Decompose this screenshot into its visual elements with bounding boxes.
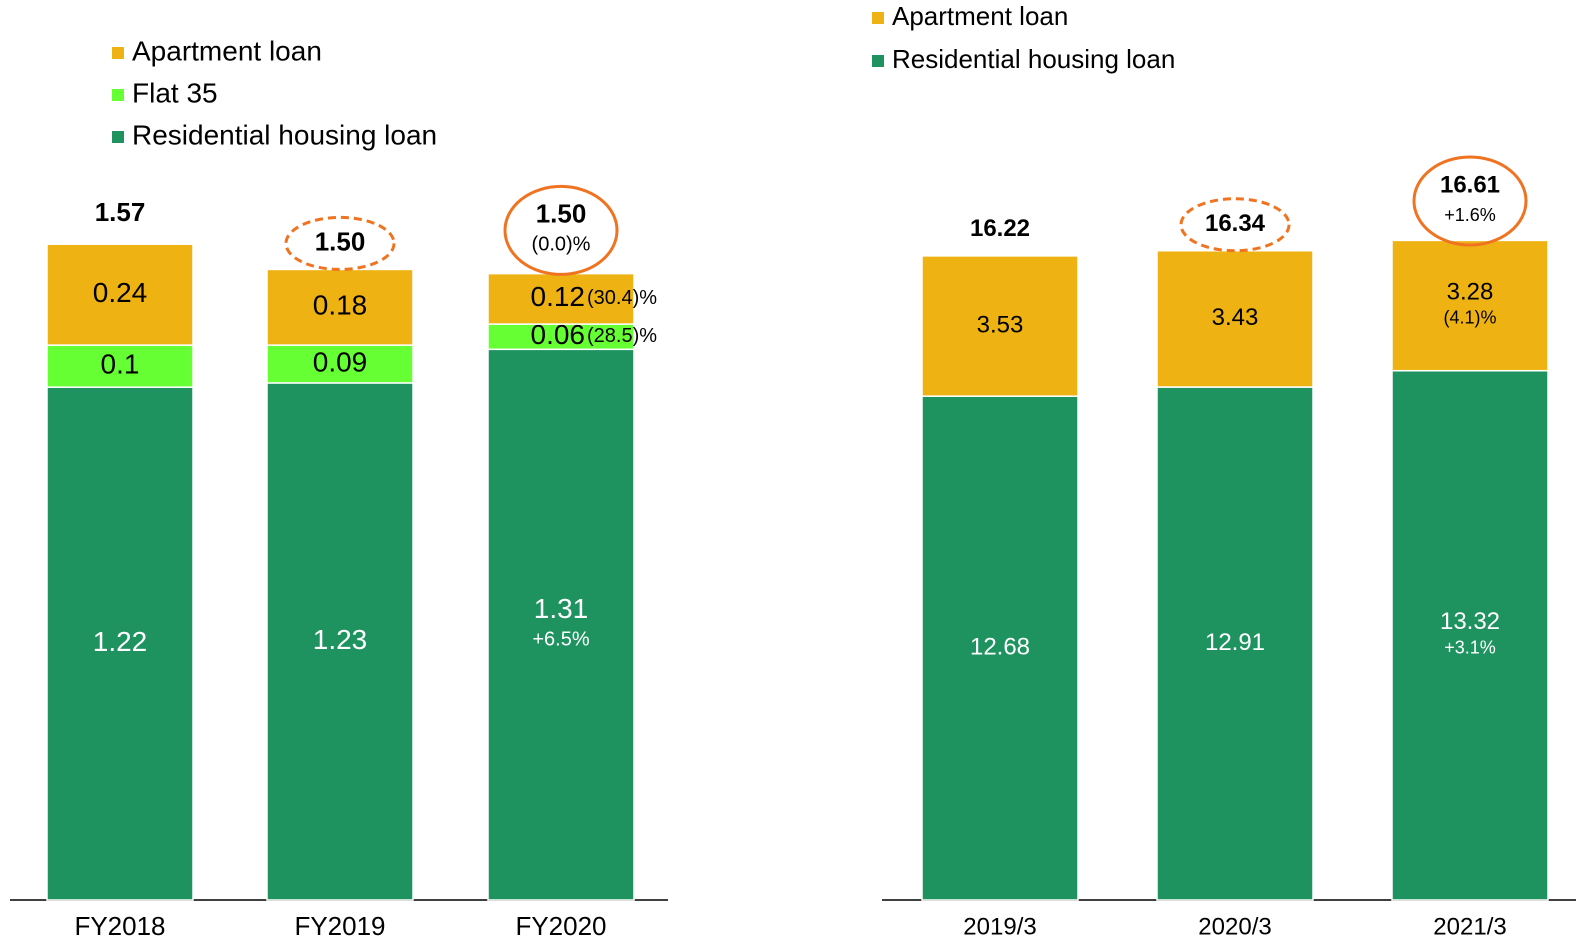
value-label: 3.53 bbox=[977, 311, 1024, 338]
bar-segment bbox=[921, 255, 1079, 397]
total-label: 1.50 bbox=[536, 198, 587, 228]
bar-segment bbox=[487, 272, 635, 325]
legend-marker bbox=[872, 55, 884, 67]
bar-segment bbox=[1391, 369, 1549, 901]
value-label: 0.18 bbox=[313, 290, 368, 321]
bar-segment bbox=[46, 243, 194, 346]
bar-segment bbox=[266, 268, 414, 346]
value-label: 1.23 bbox=[313, 624, 368, 655]
legend-label: Apartment loan bbox=[892, 1, 1068, 31]
legend-label: Residential housing loan bbox=[132, 119, 437, 150]
bar-segment bbox=[1156, 249, 1314, 388]
total-note: (0.0)% bbox=[532, 234, 591, 256]
x-tick-label: 2021/3 bbox=[1433, 913, 1506, 940]
bar-segment bbox=[266, 344, 414, 384]
highlight-circle bbox=[1412, 155, 1528, 247]
bar-segment bbox=[487, 323, 635, 351]
value-note: (4.1)% bbox=[1443, 308, 1496, 328]
legend-label: Flat 35 bbox=[132, 77, 218, 108]
legend-marker bbox=[112, 89, 124, 101]
highlight-circle bbox=[284, 215, 396, 271]
x-tick-label: FY2018 bbox=[74, 911, 165, 941]
legend-marker bbox=[112, 131, 124, 143]
value-label: 0.24 bbox=[93, 277, 148, 308]
value-note: +6.5% bbox=[532, 628, 589, 650]
highlight-circle bbox=[1179, 197, 1291, 253]
legend-marker bbox=[112, 47, 124, 59]
value-label: 13.32 bbox=[1440, 608, 1500, 635]
value-label: 0.12 bbox=[531, 281, 586, 312]
value-note: (30.4)% bbox=[587, 287, 657, 309]
x-tick-label: 2019/3 bbox=[963, 913, 1036, 940]
bar-segment bbox=[487, 348, 635, 901]
x-tick-label: FY2020 bbox=[515, 911, 606, 941]
value-label: 3.28 bbox=[1447, 278, 1494, 305]
value-label: 12.91 bbox=[1205, 629, 1265, 656]
total-label: 16.61 bbox=[1440, 171, 1500, 198]
value-label: 3.43 bbox=[1212, 304, 1259, 331]
bar-segment bbox=[1391, 239, 1549, 372]
legend-label: Apartment loan bbox=[132, 35, 322, 66]
total-label: 1.50 bbox=[315, 226, 366, 256]
legend-label: Residential housing loan bbox=[892, 44, 1175, 74]
value-label: 0.09 bbox=[313, 346, 368, 377]
value-label: 0.1 bbox=[101, 349, 140, 380]
x-tick-label: 2020/3 bbox=[1198, 913, 1271, 940]
bar-segment bbox=[1156, 386, 1314, 901]
bar-segment bbox=[266, 382, 414, 901]
total-label: 16.22 bbox=[970, 215, 1030, 242]
legend-marker bbox=[872, 12, 884, 24]
total-label: 1.57 bbox=[95, 197, 146, 227]
bar-segment bbox=[46, 344, 194, 388]
value-note: +3.1% bbox=[1444, 637, 1496, 657]
bar-segment bbox=[921, 395, 1079, 901]
total-note: +1.6% bbox=[1444, 205, 1496, 225]
value-note: (28.5)% bbox=[587, 325, 657, 347]
highlight-circle bbox=[503, 184, 619, 276]
total-label: 16.34 bbox=[1205, 210, 1266, 237]
x-tick-label: FY2019 bbox=[294, 911, 385, 941]
value-label: 1.31 bbox=[534, 593, 589, 624]
value-label: 12.68 bbox=[970, 633, 1030, 660]
value-label: 1.22 bbox=[93, 626, 148, 657]
bar-segment bbox=[46, 386, 194, 901]
